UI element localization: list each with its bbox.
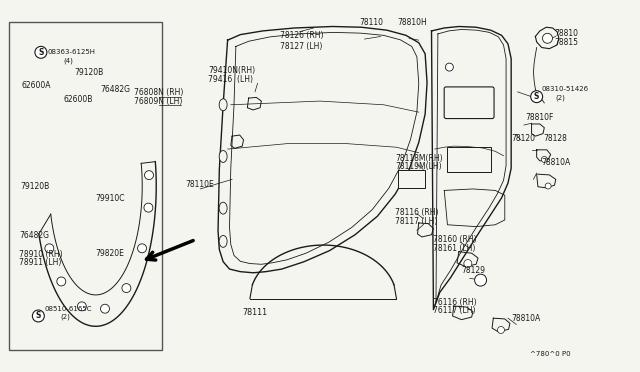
Circle shape [541,157,547,163]
Text: 78129: 78129 [461,266,486,275]
Text: 78118M(RH): 78118M(RH) [395,154,443,163]
Text: 78110: 78110 [360,18,383,27]
Text: 76116 (RH): 76116 (RH) [433,298,477,307]
Text: 76809N (LH): 76809N (LH) [134,97,182,106]
Text: (2): (2) [60,314,70,320]
Circle shape [545,183,551,189]
Ellipse shape [219,151,227,163]
Text: 76117 (LH): 76117 (LH) [433,306,476,315]
Text: 76482G: 76482G [100,85,130,94]
Text: 78160 (RH): 78160 (RH) [433,235,477,244]
Text: 79120B: 79120B [75,68,104,77]
Text: 78810: 78810 [554,29,579,38]
Text: 08310-51426: 08310-51426 [541,86,589,92]
Text: 78810F: 78810F [525,113,554,122]
Circle shape [138,244,147,253]
Text: 79410N(RH): 79410N(RH) [209,66,255,75]
Text: 78120: 78120 [511,134,535,143]
Circle shape [464,260,472,267]
Text: (4): (4) [64,58,74,64]
Ellipse shape [219,99,227,111]
Circle shape [531,91,543,103]
Circle shape [57,277,66,286]
Text: 78910 (RH): 78910 (RH) [19,250,63,259]
Circle shape [77,302,86,311]
Circle shape [497,327,504,333]
Text: 78110E: 78110E [185,180,214,189]
Ellipse shape [219,202,227,214]
Text: 78810A: 78810A [511,314,540,323]
Circle shape [543,33,552,43]
Text: ^780^0 P0: ^780^0 P0 [531,351,571,357]
Text: S: S [534,92,540,101]
FancyBboxPatch shape [444,87,494,119]
Text: 76482G: 76482G [19,231,49,240]
Bar [9,22,162,350]
Text: 78116 (RH): 78116 (RH) [395,208,438,217]
Text: 79120B: 79120B [20,182,50,191]
Circle shape [122,283,131,292]
Text: 78117 (LH): 78117 (LH) [395,217,438,225]
Text: 78128: 78128 [543,134,567,143]
Text: 79416  (LH): 79416 (LH) [209,75,253,84]
Text: 76808N (RH): 76808N (RH) [134,89,183,97]
Text: 08510-6165C: 08510-6165C [45,305,92,312]
Text: 78911 (LH): 78911 (LH) [19,258,61,267]
Text: 78815: 78815 [554,38,579,47]
Circle shape [145,171,154,180]
Circle shape [144,203,153,212]
Text: 78126 (RH): 78126 (RH) [280,31,324,40]
Circle shape [33,310,44,322]
Text: 79820E: 79820E [96,249,125,258]
Bar [447,147,491,172]
Text: 79910C: 79910C [96,195,125,203]
Bar [397,170,424,188]
Text: 78810H: 78810H [397,18,428,27]
Text: S: S [38,48,44,57]
Text: 62600B: 62600B [64,95,93,104]
Circle shape [475,274,486,286]
Text: 78127 (LH): 78127 (LH) [280,42,323,51]
Text: 78810A: 78810A [541,157,571,167]
Circle shape [35,46,47,58]
Circle shape [100,304,109,313]
Text: 08363-6125H: 08363-6125H [47,49,95,55]
Text: (2): (2) [556,95,566,102]
Text: 78161 (LH): 78161 (LH) [433,244,476,253]
Ellipse shape [219,235,227,247]
Text: 62600A: 62600A [22,81,51,90]
Text: 78119M(LH): 78119M(LH) [395,162,442,171]
Text: S: S [36,311,41,320]
Circle shape [445,63,453,71]
Circle shape [45,244,54,253]
Text: 78111: 78111 [243,308,268,317]
